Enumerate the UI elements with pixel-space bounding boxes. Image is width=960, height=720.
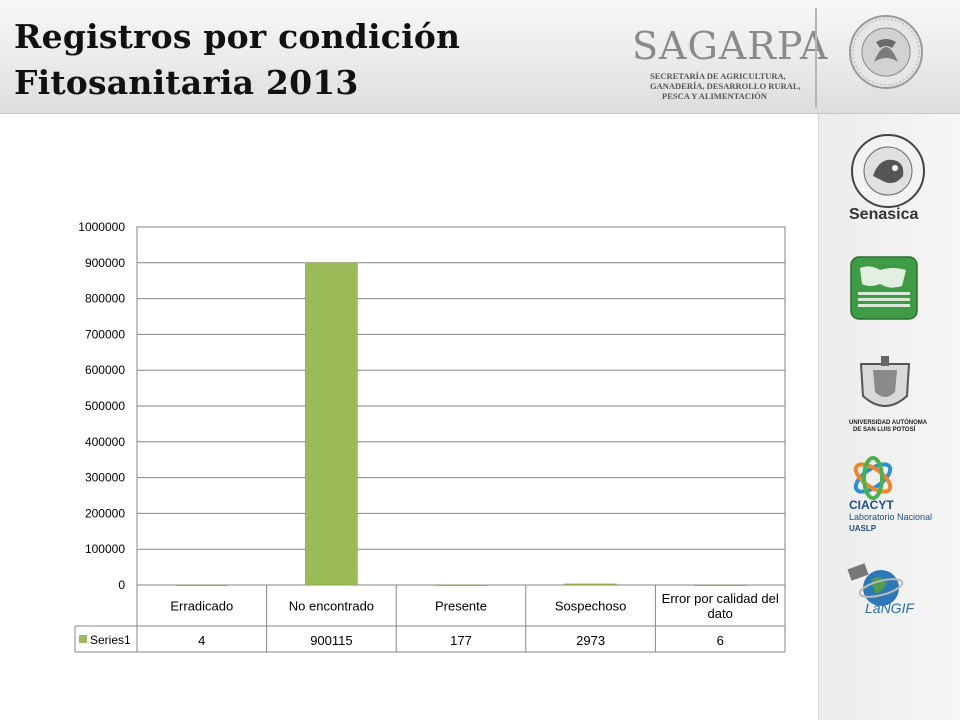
ciacyt-logo-icon (853, 456, 893, 500)
sagarpa-wordmark: SAGARPA (632, 24, 829, 68)
y-tick-label: 400000 (85, 435, 125, 449)
uaslp-name-2: DE SAN LUIS POTOSÍ (853, 427, 916, 433)
bar-chart: 0 100000 200000 300000 400000 500000 600000 700… (74, 220, 786, 653)
senasica-logo-icon (851, 134, 925, 208)
y-tick-label: 600000 (85, 363, 125, 377)
data-value: 900115 (310, 633, 352, 648)
y-tick-label: 300000 (85, 471, 125, 485)
uaslp-shield-icon (859, 356, 911, 407)
y-tick-label: 800000 (85, 292, 125, 306)
data-table: Series1 Erradicado 4 No encontrado 900115 Pre… (74, 585, 786, 653)
y-tick-label: 500000 (85, 399, 125, 413)
category-label: Sospechoso (555, 599, 627, 614)
sagarpa-subtitle-3: PESCA Y ALIMENTACIÓN (662, 91, 768, 101)
y-tick-label: 900000 (85, 256, 125, 270)
bar-0 (175, 584, 229, 586)
langif-globe-icon (847, 563, 904, 606)
legend-key-series1 (79, 635, 87, 643)
sidebar-logos: Senasica UNIVERSIDAD AUTÓNOMA DE SAN LUI… (818, 114, 960, 720)
page-title: Registros por condición Fitosanitaria 20… (14, 14, 460, 106)
header-band: Registros por condición Fitosanitaria 20… (0, 0, 960, 114)
y-tick-label: 200000 (85, 506, 125, 520)
sinavef-logo-icon (850, 256, 918, 320)
data-value: 6 (717, 633, 724, 648)
data-value: 4 (198, 633, 205, 648)
bar-3 (564, 583, 617, 586)
uaslp-name-1: UNIVERSIDAD AUTÓNOMA (849, 420, 928, 426)
data-value: 2973 (576, 633, 605, 648)
category-label: Erradicado (170, 599, 233, 614)
y-axis-ticks: 0 100000 200000 300000 400000 500000 600000 700… (78, 220, 125, 592)
category-label: Error por calidad del dato (662, 591, 779, 621)
mexico-seal-icon (849, 15, 923, 89)
legend-label-series1: Series1 (90, 633, 131, 647)
title-line-2: Fitosanitaria 2013 (14, 63, 359, 102)
category-label: No encontrado (289, 599, 374, 614)
bar-2 (434, 584, 488, 586)
sagarpa-subtitle-2: GANADERÍA, DESARROLLO RURAL, (650, 81, 801, 91)
y-tick-label: 1000000 (78, 220, 125, 234)
chart-grid (136, 226, 786, 586)
ciacyt-institution: UASLP (849, 524, 877, 533)
bar-1 (305, 262, 358, 586)
bar-4 (693, 584, 747, 586)
data-value: 177 (450, 633, 472, 648)
y-tick-label: 0 (118, 578, 125, 592)
senasica-name: Senasica (849, 206, 919, 223)
header-divider (815, 8, 817, 108)
y-tick-label: 100000 (85, 542, 125, 556)
y-tick-label: 700000 (85, 327, 125, 341)
title-line-1: Registros por condición (14, 17, 461, 56)
chart-bars (175, 262, 747, 586)
ciacyt-subtitle: Laboratorio Nacional (849, 512, 933, 522)
category-label: Presente (435, 599, 487, 614)
sagarpa-logo: SAGARPA SECRETARÍA DE AGRICULTURA, GANAD… (632, 24, 829, 106)
chart-container: 0 100000 200000 300000 400000 500000 600000 700… (60, 210, 800, 660)
ciacyt-name: CIACYT (849, 498, 894, 512)
sagarpa-subtitle-1: SECRETARÍA DE AGRICULTURA, (650, 71, 786, 81)
langif-name: LaNGIF (865, 600, 915, 616)
